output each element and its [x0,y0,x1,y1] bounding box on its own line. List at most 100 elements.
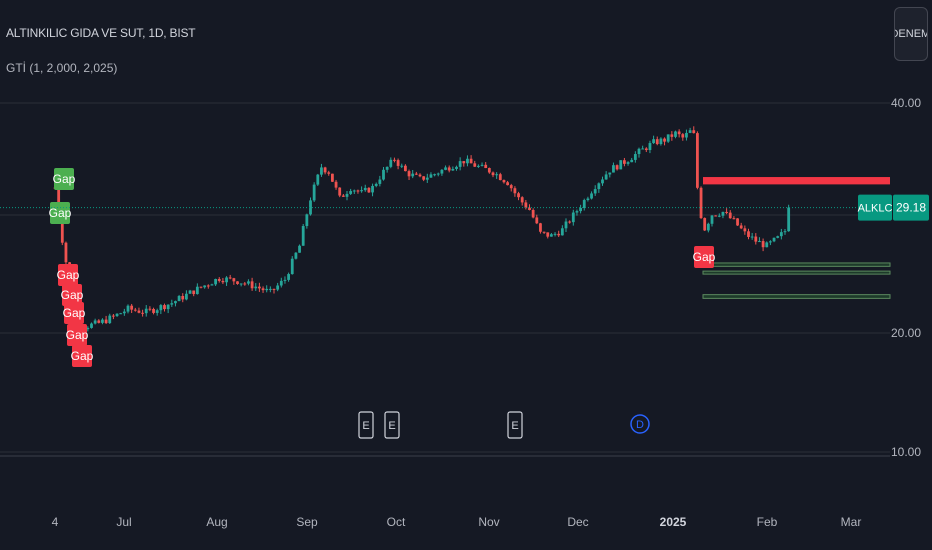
candle [177,294,181,302]
dividend-marker[interactable]: D [630,414,650,434]
y-tick-label: 40.00 [891,96,921,110]
candle [112,314,115,320]
candle [349,188,353,196]
candle [301,223,305,246]
candle [455,165,458,171]
candle [101,318,104,325]
candle [696,131,699,190]
candle [663,137,666,146]
candle [294,252,298,260]
resistance-zone [703,177,890,185]
candle [374,182,378,188]
candle [429,172,433,178]
candle [721,211,725,219]
svg-text:E: E [362,420,369,432]
candle [254,283,258,291]
candle [363,184,367,192]
candle [783,229,787,235]
candle [214,278,217,286]
candle [382,166,385,181]
candle [287,272,290,282]
candle [163,303,166,312]
candle [615,164,619,171]
candle [221,277,225,285]
candle [520,196,524,206]
x-tick-label: Dec [567,515,588,529]
candle [626,161,630,166]
candle [334,179,338,190]
earnings-marker[interactable]: E [507,411,523,439]
candle [502,179,506,184]
candle [575,209,579,216]
svg-text:Gap: Gap [71,349,94,363]
svg-text:D: D [636,419,644,431]
candle [418,173,422,178]
candle [579,204,582,214]
candle [422,176,426,182]
deneme-button[interactable]: DENEME [894,7,928,61]
candle [677,129,681,138]
candle [411,169,415,179]
candle [195,283,199,295]
candle [217,277,221,283]
candle [400,163,404,169]
candle [710,215,714,227]
candle [393,157,396,163]
candle [542,231,546,234]
earnings-marker[interactable]: E [384,411,400,439]
x-tick-label: 2025 [660,515,687,529]
candle [338,187,342,198]
candle [305,213,309,229]
candle [320,163,323,177]
candle [652,135,655,144]
candle [225,276,228,286]
candle [725,208,728,215]
candle [433,173,436,177]
candle [717,213,721,218]
candle [732,216,736,220]
candle [352,189,356,194]
svg-text:Gap: Gap [53,172,76,186]
candle [199,286,203,289]
candle [396,158,400,170]
svg-text:E: E [388,420,395,432]
candle [108,313,112,325]
candle [451,166,455,171]
candle [371,183,374,197]
candle [126,304,130,314]
candle [181,293,185,303]
candle [268,286,272,293]
candle [170,299,174,307]
gap-label: Gap [57,264,80,286]
candle [692,126,696,134]
symbol-price-tag[interactable]: ALKLC [858,194,893,221]
candle [666,134,670,143]
earnings-marker[interactable]: E [358,411,374,439]
candle [612,162,615,173]
candle [641,145,645,150]
candle [272,288,276,294]
gap-label: Gap [53,168,76,190]
candle [356,189,360,194]
candle [458,157,462,171]
candle [414,171,418,176]
candle [553,232,557,237]
indicator-legend[interactable]: GTİ (1, 2,000, 2,025) [6,61,118,75]
candle [265,285,269,293]
candle [758,237,761,243]
candle [261,286,265,293]
candle [90,322,93,329]
candle [706,222,710,233]
svg-text:Gap: Gap [66,328,89,342]
candle [258,282,261,292]
symbol-title[interactable]: ALTINKILIC GIDA VE SUT, 1D, BIST [6,26,196,40]
candle [787,204,791,232]
x-tick-label: Nov [478,515,499,529]
candle [495,172,499,179]
x-tick-label: Jul [116,515,131,529]
candle [152,307,155,315]
gap-label: Gap [71,345,94,367]
candle [466,155,469,167]
